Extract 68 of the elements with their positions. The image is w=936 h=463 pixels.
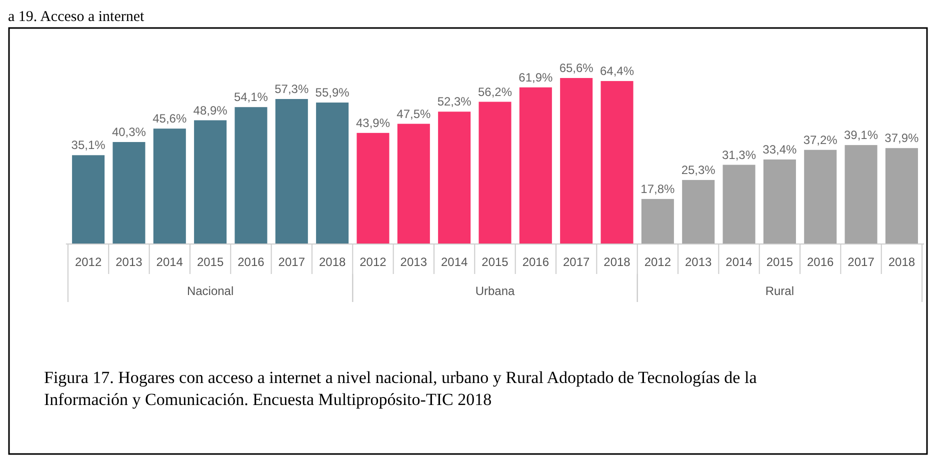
- x-tick-label: 2014: [156, 255, 184, 269]
- data-label: 37,2%: [803, 132, 838, 147]
- x-tick-label: 2017: [278, 255, 306, 269]
- data-label: 57,3%: [274, 82, 309, 96]
- x-tick-label: 2017: [848, 255, 875, 269]
- bar: [804, 150, 837, 244]
- x-tick-label: 2014: [440, 255, 468, 269]
- data-label: 56,2%: [478, 84, 512, 99]
- data-label: 37,9%: [884, 131, 920, 146]
- chart-title: a 19. Acceso a internet: [8, 9, 146, 25]
- data-label: 45,6%: [152, 112, 187, 126]
- x-tick-label: 2014: [726, 255, 753, 269]
- data-label: 43,9%: [356, 116, 390, 130]
- data-label: 54,1%: [234, 90, 268, 104]
- x-tick-label: 2016: [807, 255, 834, 269]
- x-tick-label: 2015: [766, 255, 794, 269]
- bar: [763, 159, 796, 244]
- x-tick-label: 2015: [482, 255, 509, 269]
- bar: [194, 120, 227, 244]
- bar: [519, 87, 552, 244]
- x-tick-label: 2012: [74, 255, 102, 269]
- text: Urbana: [475, 284, 516, 298]
- x-tick-label: 2012: [360, 255, 387, 269]
- x-tick-label: 2018: [888, 255, 916, 269]
- bar: [234, 107, 268, 244]
- data-label: 25,3%: [681, 162, 716, 177]
- text: Nacional: [186, 284, 234, 298]
- data-label: 55,9%: [315, 86, 350, 100]
- data-label: 52,3%: [437, 94, 472, 109]
- x-tick-label: 2012: [644, 255, 672, 269]
- data-label: 64,4%: [600, 64, 634, 78]
- bar: [356, 132, 390, 244]
- data-label: 61,9%: [518, 70, 554, 84]
- bar: [560, 78, 593, 244]
- bar: [153, 128, 186, 244]
- x-tick-label: 2013: [400, 255, 428, 269]
- bar: [641, 198, 674, 244]
- bar: [438, 112, 471, 244]
- bar: [682, 180, 715, 244]
- data-label: 48,9%: [193, 103, 228, 118]
- data-label: 65,6%: [559, 61, 594, 75]
- bar: [844, 145, 878, 244]
- bar: [72, 155, 105, 244]
- x-tick-label: 2016: [522, 255, 550, 269]
- data-label: 17,8%: [640, 182, 676, 196]
- bar: [397, 124, 430, 244]
- data-label: 35,1%: [71, 138, 106, 152]
- bar: [112, 142, 146, 244]
- data-label: 39,1%: [844, 128, 878, 142]
- text: Rural: [765, 284, 794, 298]
- data-label: 31,3%: [722, 148, 756, 162]
- data-label: 33,4%: [762, 142, 798, 156]
- x-tick-label: 2016: [238, 255, 265, 269]
- x-tick-label: 2015: [196, 255, 224, 269]
- bar: [316, 102, 349, 244]
- bar: [600, 81, 634, 244]
- x-tick-label: 2017: [562, 255, 590, 269]
- bar: [722, 164, 756, 244]
- bar: [478, 102, 512, 244]
- data-label: 40,3%: [112, 125, 146, 140]
- bar: [885, 148, 918, 244]
- bar: [275, 99, 308, 244]
- data-label: 47,5%: [396, 106, 431, 121]
- x-tick-label: 2018: [318, 255, 346, 269]
- text: Figura 17. Hogares con acceso a internet a nivel nacional, urbano y Rural Adoptado de Tecnologías de la Información y Comunicación. Encuesta Multipropósito-TIC 2018: [44, 368, 758, 409]
- x-tick-label: 2018: [604, 255, 631, 269]
- x-tick-label: 2013: [685, 255, 712, 269]
- x-tick-label: 2013: [116, 255, 143, 269]
